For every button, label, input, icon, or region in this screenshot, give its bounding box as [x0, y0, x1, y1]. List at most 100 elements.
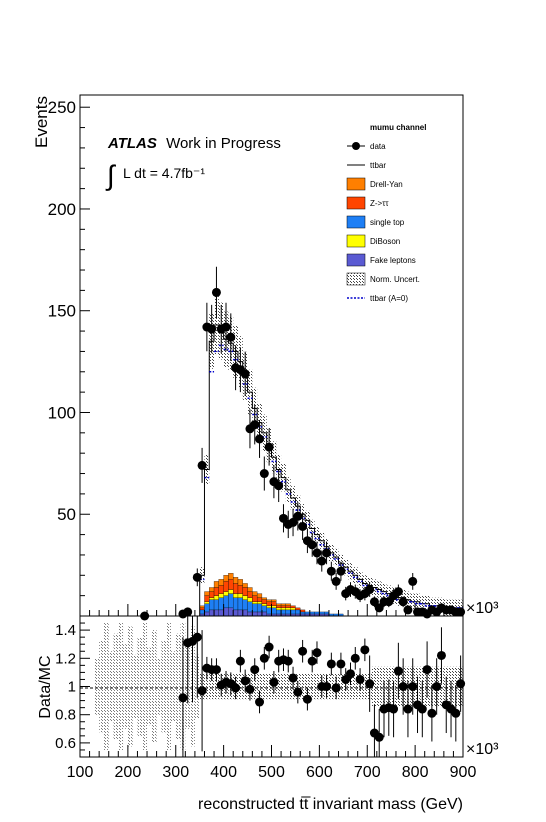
- stack-bar-drell-yan: [285, 603, 291, 606]
- stack-bar-drell-yan: [218, 579, 224, 586]
- stack-bar-single-top: [271, 607, 277, 615]
- ratio-uncertainty-bin: [281, 673, 286, 700]
- ratio-point: [360, 645, 370, 655]
- data-point: [259, 469, 269, 479]
- ratio-uncertainty-bin: [257, 673, 262, 700]
- svg-text:ATLAS Work in Progress: ATLAS Work in Progress: [107, 135, 281, 152]
- stack-bar-single-top: [218, 597, 224, 611]
- ratio-point: [326, 659, 336, 669]
- stack-bar-single-top: [209, 599, 215, 611]
- ratio-uncertainty-bin: [300, 673, 306, 700]
- data-point: [369, 597, 379, 607]
- ratio-uncertainty-bin: [108, 651, 114, 722]
- stack-bar-ztautau: [204, 595, 210, 602]
- stack-bar-drell-yan: [266, 599, 272, 602]
- ratio-uncertainty-bin: [166, 623, 171, 750]
- stack-bar-fake-leptons: [242, 609, 248, 617]
- stack-bar-fake-leptons: [252, 611, 258, 617]
- y-tick-label: 250: [48, 98, 76, 117]
- stack-bar-single-top: [261, 605, 267, 613]
- stack-bar-drell-yan: [261, 597, 267, 600]
- legend: data ttbar Drell-Yan Z->ττ single top DiBoson…: [346, 142, 420, 303]
- main-x-axis: [79, 604, 464, 616]
- stack-bar-diboson: [280, 607, 287, 611]
- ratio-point: [298, 646, 308, 656]
- legend-data-marker: [352, 142, 360, 150]
- legend-entry-label: Z->ττ: [370, 199, 389, 208]
- stack-bar-drell-yan: [209, 587, 215, 592]
- data-point: [408, 576, 418, 586]
- ratio-uncertainty-bin: [376, 666, 382, 707]
- data-point: [192, 572, 202, 582]
- lumi-label: L dt = 4.7fb⁻¹: [123, 165, 205, 181]
- ratio-point: [417, 704, 427, 714]
- stack-bar-single-top: [314, 611, 320, 615]
- stack-bar-drell-yan: [256, 593, 263, 598]
- stack-bar-single-top: [204, 603, 210, 613]
- legend-color-box: [346, 196, 366, 210]
- x-tick-label: 100: [67, 764, 94, 781]
- ratio-y-tick-label: 0.8: [55, 707, 76, 724]
- x-tick-label: 600: [306, 764, 333, 781]
- ratio-uncertainty-bin: [175, 633, 181, 740]
- stack-bar-single-top: [324, 611, 330, 615]
- stack-bar-single-top: [300, 611, 306, 615]
- ratio-uncertainty-bin: [132, 654, 138, 719]
- stack-bar-diboson: [237, 593, 243, 598]
- legend-entry-label: DiBoson: [370, 237, 400, 246]
- ratio-uncertainty-bin: [209, 673, 215, 700]
- stack-bar-diboson: [242, 595, 248, 600]
- data-point: [278, 513, 288, 523]
- legend-entry-label: single top: [370, 218, 405, 227]
- stack-bar-fake-leptons: [237, 609, 243, 617]
- x-tick-label: 200: [115, 764, 142, 781]
- legend-entry-label: Norm. Uncert.: [370, 275, 420, 284]
- ratio-point: [432, 682, 442, 691]
- stack-bar-fake-leptons: [204, 611, 210, 617]
- stack-bar-drell-yan: [204, 591, 210, 596]
- stack-bar-diboson: [228, 589, 234, 594]
- data-point: [240, 369, 250, 379]
- data-point: [398, 597, 408, 607]
- stack-bar-single-top: [233, 597, 239, 611]
- ratio-x-axis: 100 200 300 400 500 600 700 800 900: [67, 745, 476, 781]
- stack-bar-single-top: [237, 597, 243, 611]
- y-tick-label: 100: [48, 403, 76, 422]
- ratio-uncertainty-bin: [156, 658, 162, 715]
- data-point: [384, 597, 394, 607]
- ratio-uncertainty-bin: [285, 673, 291, 700]
- data-points: [140, 266, 466, 621]
- atlas-sublabel: Work in Progress: [166, 135, 281, 152]
- stack-bar-ztautau: [276, 605, 282, 609]
- data-point: [293, 511, 303, 521]
- ratio-uncertainty-bin: [161, 640, 167, 733]
- data-point: [207, 324, 217, 334]
- stack-bar-fake-leptons: [247, 611, 253, 617]
- data-point: [288, 517, 298, 527]
- stack-bar-single-top: [280, 609, 287, 615]
- stack-bar-ztautau: [295, 607, 301, 611]
- ratio-point: [302, 694, 312, 704]
- legend-color-box: [346, 177, 366, 191]
- ratio-point: [331, 683, 341, 693]
- data-point: [274, 481, 284, 491]
- data-point: [456, 607, 466, 617]
- stack-bar-fake-leptons: [223, 607, 229, 617]
- main-y-axis: 50 100 150 200 250: [48, 98, 90, 597]
- ratio-point: [288, 673, 298, 683]
- ratio-point: [345, 669, 355, 679]
- stack-bar-fake-leptons: [233, 609, 239, 617]
- ratio-uncertainty-bin: [328, 673, 334, 700]
- ratio-uncertainty-band: [94, 623, 463, 750]
- ratio-point: [322, 682, 332, 691]
- legend-entry-label: ttbar: [370, 161, 386, 170]
- ratio-uncertainty-bin: [127, 626, 133, 747]
- ratio-uncertainty-bin: [147, 647, 152, 726]
- ratio-uncertainty-bin: [338, 673, 344, 700]
- stack-bar-single-top: [285, 609, 291, 615]
- stack-bar-drell-yan: [223, 575, 229, 582]
- stack-bar-ztautau: [237, 585, 243, 594]
- stack-bar-diboson: [271, 605, 277, 609]
- data-point: [331, 576, 341, 586]
- stack-bar-single-top: [256, 603, 263, 613]
